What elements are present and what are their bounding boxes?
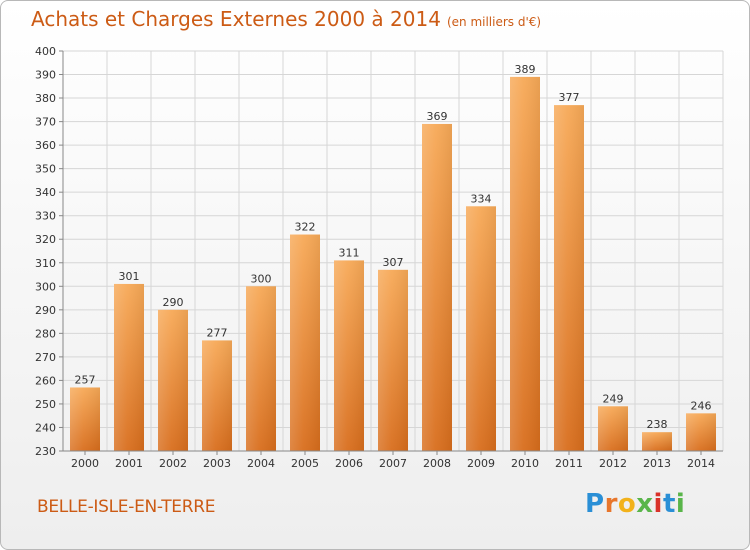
bar-shine — [290, 234, 320, 451]
bar-shine — [422, 123, 452, 452]
x-tick-label: 2011 — [555, 457, 583, 470]
y-tick-label: 360 — [35, 139, 56, 152]
bar-value-label: 307 — [383, 256, 404, 269]
x-tick-label: 2004 — [247, 457, 275, 470]
bar-value-label: 301 — [119, 270, 140, 283]
logo-letter: P — [585, 489, 605, 519]
bar-value-label: 334 — [471, 192, 492, 205]
y-tick-label: 300 — [35, 280, 56, 293]
bar-shine — [114, 283, 144, 451]
bar-shine — [686, 413, 716, 451]
bar-shine — [378, 269, 408, 451]
x-tick-label: 2014 — [687, 457, 715, 470]
x-tick-label: 2013 — [643, 457, 671, 470]
y-tick-label: 310 — [35, 257, 56, 270]
proxiti-logo: Proxiti — [585, 489, 685, 519]
x-tick-label: 2007 — [379, 457, 407, 470]
bar-shine — [246, 286, 276, 451]
bar-value-label: 311 — [339, 246, 360, 259]
x-tick-label: 2008 — [423, 457, 451, 470]
logo-letter: r — [604, 489, 618, 519]
logo-letter: i — [675, 489, 686, 519]
bar-value-label: 322 — [295, 221, 316, 234]
y-tick-label: 260 — [35, 374, 56, 387]
bar-shine — [642, 432, 672, 451]
y-tick-label: 390 — [35, 69, 56, 82]
bar-shine — [158, 309, 188, 451]
bar-value-label: 246 — [691, 399, 712, 412]
logo-letter: o — [617, 489, 637, 519]
y-tick-label: 350 — [35, 163, 56, 176]
logo-letter: x — [636, 489, 654, 519]
bar-value-label: 257 — [75, 373, 96, 386]
y-tick-label: 370 — [35, 116, 56, 129]
y-tick-label: 270 — [35, 351, 56, 364]
x-tick-label: 2009 — [467, 457, 495, 470]
bar-value-label: 290 — [163, 296, 184, 309]
bar-shine — [598, 406, 628, 451]
x-tick-label: 2010 — [511, 457, 539, 470]
bar-shine — [334, 260, 364, 451]
x-tick-label: 2012 — [599, 457, 627, 470]
bar-value-label: 389 — [515, 63, 536, 76]
bar-value-label: 249 — [603, 392, 624, 405]
x-tick-label: 2001 — [115, 457, 143, 470]
bar-value-label: 369 — [427, 110, 448, 123]
x-tick-label: 2005 — [291, 457, 319, 470]
bar-shine — [554, 105, 584, 451]
bar-shine — [202, 340, 232, 451]
y-tick-label: 290 — [35, 304, 56, 317]
y-tick-label: 400 — [35, 45, 56, 58]
y-tick-label: 250 — [35, 398, 56, 411]
bar-value-label: 277 — [207, 326, 228, 339]
y-tick-label: 340 — [35, 186, 56, 199]
x-tick-label: 2002 — [159, 457, 187, 470]
y-tick-label: 330 — [35, 210, 56, 223]
x-tick-label: 2000 — [71, 457, 99, 470]
y-tick-label: 230 — [35, 445, 56, 458]
x-tick-label: 2003 — [203, 457, 231, 470]
chart-unit-note: (en milliers d'€) — [446, 15, 542, 29]
bar-value-label: 377 — [559, 91, 580, 104]
x-tick-label: 2006 — [335, 457, 363, 470]
bar-value-label: 300 — [251, 272, 272, 285]
y-tick-label: 380 — [35, 92, 56, 105]
y-tick-label: 320 — [35, 233, 56, 246]
bar-value-label: 238 — [647, 418, 668, 431]
chart-title-text: Achats et Charges Externes 2000 à 2014 — [31, 7, 441, 31]
bar-shine — [466, 206, 496, 451]
y-tick-label: 240 — [35, 421, 56, 434]
location-label: BELLE-ISLE-EN-TERRE — [37, 497, 216, 517]
chart-title: Achats et Charges Externes 2000 à 2014 (e… — [31, 7, 541, 31]
bar-shine — [70, 387, 100, 451]
logo-letter: t — [662, 489, 676, 519]
bar-shine — [510, 76, 540, 451]
y-tick-label: 280 — [35, 327, 56, 340]
logo-letter: i — [653, 489, 663, 519]
